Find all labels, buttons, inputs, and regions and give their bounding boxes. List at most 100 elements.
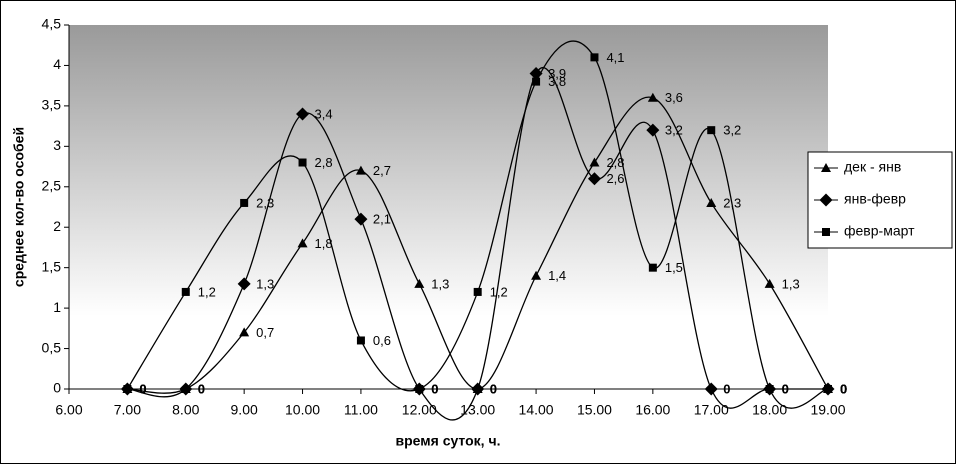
legend-label: дек - янв [844,159,901,175]
y-tick-label: 0,5 [42,339,62,355]
data-label: 1,4 [548,268,566,283]
data-label: 2,7 [373,163,391,178]
data-label: 0 [431,381,438,396]
marker [179,382,193,396]
marker [587,172,601,186]
marker [298,158,307,167]
data-label: 0 [840,381,847,396]
x-tick-label: 18.00 [752,402,787,418]
data-label: 3,4 [315,106,333,121]
x-tick-label: 15.00 [577,402,612,418]
marker [531,270,542,280]
data-label: 0,6 [373,333,391,348]
x-tick-label: 19.00 [810,402,845,418]
marker [647,92,658,102]
x-tick-label: 11.00 [344,402,378,418]
data-label: 2,1 [373,212,391,227]
x-tick-label: 12.00 [402,402,437,418]
marker [123,385,132,393]
data-label: 0 [198,381,205,396]
data-label: 1,3 [782,276,800,291]
x-tick-label: 17.00 [694,402,729,418]
data-label: 3,9 [548,66,566,81]
data-label: 2,3 [256,195,274,210]
legend-marker [822,228,830,236]
marker [764,278,775,288]
data-label: 2,3 [723,195,741,210]
marker [239,327,250,337]
x-tick-label: 16.00 [635,402,670,418]
marker [707,126,716,135]
data-label: 0 [490,381,497,396]
y-tick-label: 2,5 [42,177,62,193]
marker [824,385,832,393]
marker [646,123,660,137]
data-label: 0 [840,381,847,396]
marker [356,336,365,345]
data-label: 1,8 [315,236,333,251]
x-axis-title: время суток, ч. [396,433,501,449]
y-axis-title: среднее кол-во особей [11,127,27,287]
x-tick-label: 14.00 [519,402,554,418]
data-label: 2,8 [606,155,624,170]
legend-marker [821,163,831,172]
data-label: 1,3 [431,276,449,291]
x-tick-label: 8.00 [172,402,199,418]
x-tick-label: 9.00 [231,402,258,418]
y-tick-label: 1 [53,299,61,315]
data-label: 2,6 [606,171,624,186]
y-tick-label: 0 [53,380,61,396]
data-label: 1,3 [256,276,274,291]
marker [765,385,774,393]
data-label: 0,7 [256,325,274,340]
data-label: 0 [139,381,146,396]
data-label: 2,8 [315,155,333,170]
marker [237,277,251,291]
data-label: 0 [139,381,146,396]
y-tick-label: 4,5 [42,16,62,32]
data-label: 1,2 [490,284,508,299]
series-line [127,67,828,421]
legend-label: янв-февр [844,191,906,207]
data-label: 3,8 [548,74,566,89]
marker [473,287,482,296]
x-tick-label: 13.00 [460,402,495,418]
plot-area [69,25,828,389]
marker [414,278,425,288]
marker [240,198,249,207]
x-tick-label: 10.00 [285,402,320,418]
data-label: 1,2 [198,284,216,299]
marker [415,385,424,393]
data-label: 0 [723,381,730,396]
data-label: 0 [782,381,789,396]
marker [706,197,717,207]
data-label: 0 [431,381,438,396]
marker [529,67,543,81]
y-tick-label: 4 [53,56,61,72]
data-label: 3,6 [665,90,683,105]
marker [471,382,485,396]
marker [354,212,368,226]
y-tick-label: 3,5 [42,97,62,113]
x-tick-label: 7.00 [114,402,141,418]
data-label: 0 [782,381,789,396]
data-label: 0 [139,381,146,396]
marker [589,157,600,167]
y-tick-label: 3 [53,137,61,153]
x-tick-label: 6.00 [55,402,82,418]
data-label: 4,1 [606,50,624,65]
marker [648,263,657,272]
data-label: 0 [198,381,205,396]
marker [181,287,190,296]
legend-label: февр-март [844,223,915,239]
data-label: 3,2 [723,123,741,138]
y-tick-label: 1,5 [42,258,62,274]
y-tick-label: 2 [53,218,61,234]
data-label: 3,2 [665,123,683,138]
marker [297,238,308,248]
series-line [126,40,829,409]
data-label: 1,5 [665,260,683,275]
marker [590,53,599,62]
marker [355,165,366,175]
data-label: 0 [840,381,847,396]
